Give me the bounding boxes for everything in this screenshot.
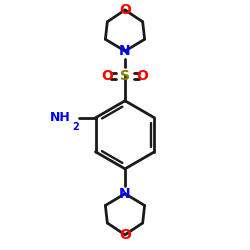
Text: O: O — [137, 69, 148, 83]
Text: O: O — [119, 3, 131, 17]
Text: O: O — [102, 69, 113, 83]
Text: N: N — [119, 187, 131, 201]
Text: S: S — [120, 69, 130, 83]
Text: NH: NH — [50, 111, 71, 124]
Text: 2: 2 — [72, 122, 79, 132]
Text: O: O — [119, 228, 131, 242]
Text: N: N — [119, 44, 131, 58]
